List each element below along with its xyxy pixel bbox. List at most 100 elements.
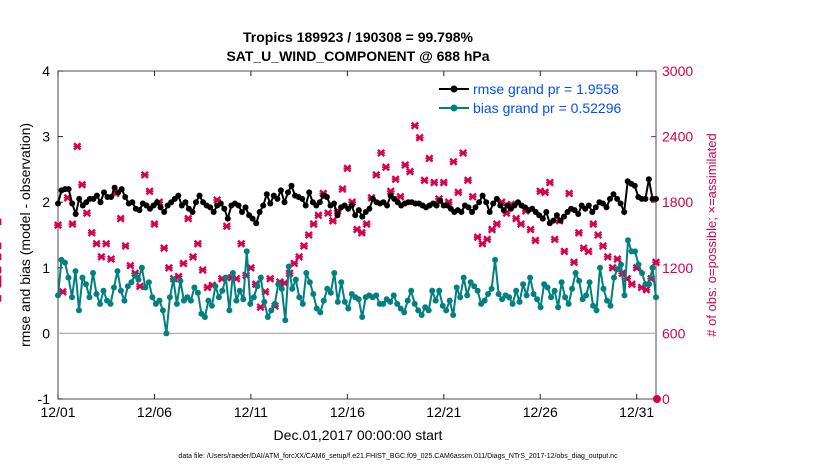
bias-point bbox=[614, 266, 621, 273]
obs-assimilated-marker bbox=[78, 180, 87, 189]
rmse-point bbox=[221, 205, 228, 212]
y2-axis-ticks: 0 600 1200 1800 2400 3000 bbox=[651, 63, 693, 407]
legend-rmse-marker bbox=[450, 85, 458, 93]
bias-point bbox=[282, 317, 289, 324]
rmse-point bbox=[476, 199, 483, 206]
bias-point bbox=[569, 285, 576, 292]
rmse-point bbox=[599, 200, 606, 207]
obs-assimilated-marker bbox=[328, 216, 337, 225]
bias-point bbox=[194, 289, 201, 296]
bias-point bbox=[142, 284, 149, 291]
obs-possible-marker bbox=[652, 395, 661, 403]
obs-assimilated-marker bbox=[53, 221, 63, 230]
obs-assimilated-marker bbox=[299, 241, 309, 250]
rmse-point bbox=[585, 202, 592, 209]
y2-tick-label: 600 bbox=[662, 325, 686, 341]
obs-assimilated-marker bbox=[372, 170, 381, 179]
bias-point bbox=[611, 274, 617, 281]
bias-point bbox=[166, 294, 173, 301]
bias-point bbox=[236, 287, 243, 294]
bias-point bbox=[394, 300, 401, 307]
obs-assimilated-marker bbox=[102, 239, 111, 248]
rmse-point bbox=[122, 194, 129, 200]
bias-point bbox=[212, 283, 219, 290]
bias-point bbox=[572, 270, 579, 276]
obs-assimilated-marker bbox=[145, 187, 154, 196]
obs-assimilated-marker bbox=[87, 228, 96, 237]
data-series bbox=[55, 176, 659, 337]
y-tick-label: 2 bbox=[42, 194, 50, 210]
bias-point bbox=[208, 302, 215, 309]
bias-point bbox=[460, 274, 467, 281]
bias-point bbox=[338, 279, 345, 286]
obs-assimilated-marker bbox=[627, 280, 636, 289]
obs-assimilated-marker bbox=[222, 222, 231, 231]
bias-point bbox=[548, 294, 555, 301]
legend-bias-marker bbox=[450, 104, 458, 112]
obs-assimilated-marker bbox=[73, 142, 82, 151]
y-tick-label: 4 bbox=[42, 63, 50, 79]
bias-point bbox=[380, 300, 387, 307]
obs-assimilated-marker bbox=[589, 220, 598, 229]
rmse-point bbox=[543, 209, 550, 215]
rmse-point bbox=[235, 202, 242, 209]
bias-point bbox=[390, 292, 397, 299]
bias-point bbox=[467, 279, 474, 286]
y2-tick-label: 1200 bbox=[662, 260, 693, 276]
obs-assimilated-marker bbox=[92, 239, 101, 248]
obs-assimilated-marker bbox=[550, 235, 559, 244]
bias-point bbox=[653, 294, 659, 301]
x-tick-label: 12/01 bbox=[40, 404, 75, 420]
rmse-point bbox=[469, 209, 475, 215]
bias-point bbox=[562, 294, 569, 301]
obs-assimilated-marker bbox=[338, 185, 347, 194]
bias-point bbox=[219, 287, 226, 294]
bias-point bbox=[187, 297, 194, 304]
obs-assimilated-marker bbox=[295, 252, 304, 261]
x-axis-label: Dec.01,2017 00:00:00 start bbox=[274, 427, 443, 443]
bias-point bbox=[429, 287, 436, 294]
obs-assimilated-marker bbox=[401, 160, 410, 170]
bias-point bbox=[331, 270, 338, 276]
obs-assimilated-marker bbox=[357, 228, 366, 237]
rmse-point bbox=[355, 207, 362, 214]
obs-assimilated-marker bbox=[184, 214, 193, 223]
obs-assimilated-marker bbox=[565, 189, 574, 198]
obs-assimilated-marker bbox=[237, 239, 246, 248]
obs-assimilated-marker bbox=[106, 255, 116, 264]
bias-point bbox=[303, 270, 310, 276]
obs-assimilated-marker bbox=[256, 303, 265, 312]
obs-assimilated-marker bbox=[304, 230, 313, 240]
bias-point bbox=[156, 297, 163, 304]
rmse-point bbox=[557, 217, 564, 224]
rmse-point bbox=[65, 186, 72, 193]
bias-point bbox=[271, 300, 278, 307]
bias-point bbox=[593, 307, 600, 314]
obs-assimilated-marker bbox=[516, 220, 526, 229]
bias-point bbox=[278, 285, 285, 292]
rmse-point bbox=[207, 204, 214, 211]
bias-point bbox=[341, 298, 348, 305]
obs-assimilated-marker bbox=[97, 252, 106, 261]
rmse-point bbox=[561, 213, 567, 220]
obs-assimilated-marker bbox=[164, 263, 173, 272]
x-tick-label: 12/06 bbox=[137, 404, 172, 420]
bias-point bbox=[590, 302, 597, 309]
rmse-point bbox=[323, 194, 330, 200]
bias-point bbox=[499, 296, 506, 303]
obs-assimilated-marker bbox=[266, 274, 275, 283]
bias-point bbox=[264, 314, 271, 320]
obs-assimilated-marker bbox=[642, 285, 651, 294]
rmse-point bbox=[653, 195, 659, 202]
obs-assimilated-marker bbox=[439, 178, 448, 187]
bias-point bbox=[534, 296, 541, 303]
rmse-point bbox=[352, 212, 359, 219]
rmse-point bbox=[111, 184, 118, 191]
bias-point bbox=[523, 292, 530, 299]
bias-point bbox=[474, 287, 481, 294]
bias-point bbox=[618, 261, 624, 268]
bias-point bbox=[635, 261, 642, 268]
bias-point bbox=[226, 307, 233, 314]
bias-point bbox=[443, 307, 450, 314]
obs-assimilated-marker bbox=[468, 192, 477, 201]
